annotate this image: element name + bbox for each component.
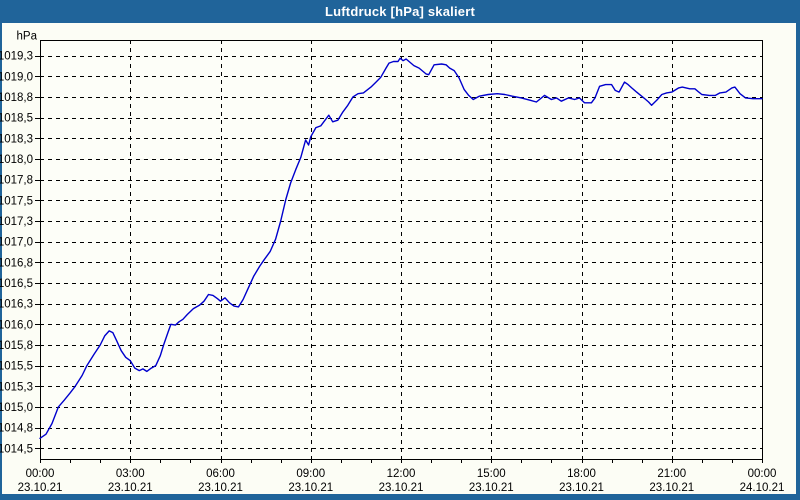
axes bbox=[35, 40, 763, 463]
x-tick-time-label: 09:00 bbox=[296, 468, 325, 480]
x-tick-date-label: 23.10.21 bbox=[18, 482, 63, 494]
x-tick-date-label: 23.10.21 bbox=[469, 482, 514, 494]
y-tick-label: 1014,5 bbox=[0, 443, 33, 455]
x-tick-date-label: 23.10.21 bbox=[649, 482, 694, 494]
y-tick-label: 1015,5 bbox=[0, 361, 33, 373]
x-tick-time-label: 21:00 bbox=[657, 468, 686, 480]
axis-labels: hPa 1019,3 1019,0 1018,8 1018,5 1018,3 1018,0 1… bbox=[0, 31, 784, 494]
pressure-line bbox=[39, 57, 763, 439]
y-tick-label: 1017,5 bbox=[0, 195, 33, 207]
x-tick-date-label: 23.10.21 bbox=[288, 482, 333, 494]
y-tick-label: 1018,3 bbox=[0, 133, 33, 145]
y-tick-label: 1014,8 bbox=[0, 423, 33, 435]
y-tick-label: 1016,3 bbox=[0, 299, 33, 311]
y-tick-label: 1019,0 bbox=[0, 71, 33, 83]
y-tick-label: 1017,3 bbox=[0, 216, 33, 228]
y-tick-label: 1017,0 bbox=[0, 237, 33, 249]
gridlines bbox=[40, 40, 762, 459]
window-title-bar[interactable]: Luftdruck [hPa] skaliert bbox=[0, 0, 800, 23]
x-tick-time-label: 18:00 bbox=[567, 468, 596, 480]
y-tick-label: 1016,5 bbox=[0, 278, 33, 290]
x-tick-date-label: 23.10.21 bbox=[108, 482, 153, 494]
y-tick-label: 1019,3 bbox=[0, 51, 33, 63]
y-tick-label: 1015,0 bbox=[0, 402, 33, 414]
y-tick-label: 1016,0 bbox=[0, 319, 33, 331]
y-axis-unit-label: hPa bbox=[17, 31, 38, 43]
x-tick-date-label: 24.10.21 bbox=[740, 482, 785, 494]
y-tick-label: 1018,8 bbox=[0, 92, 33, 104]
y-tick-label: 1017,8 bbox=[0, 175, 33, 187]
x-tick-time-label: 12:00 bbox=[387, 468, 416, 480]
window-title: Luftdruck [hPa] skaliert bbox=[325, 4, 475, 19]
y-tick-label: 1018,5 bbox=[0, 113, 33, 125]
x-tick-date-label: 23.10.21 bbox=[379, 482, 424, 494]
x-tick-time-label: 06:00 bbox=[206, 468, 235, 480]
y-tick-label: 1015,8 bbox=[0, 340, 33, 352]
x-tick-date-label: 23.10.21 bbox=[198, 482, 243, 494]
y-tick-label: 1018,0 bbox=[0, 154, 33, 166]
x-tick-date-label: 23.10.21 bbox=[559, 482, 604, 494]
x-tick-time-label: 15:00 bbox=[477, 468, 506, 480]
x-tick-time-label: 00:00 bbox=[748, 468, 777, 480]
y-tick-label: 1016,8 bbox=[0, 257, 33, 269]
x-tick-time-label: 00:00 bbox=[26, 468, 55, 480]
x-tick-time-label: 03:00 bbox=[116, 468, 145, 480]
y-tick-label: 1015,3 bbox=[0, 381, 33, 393]
